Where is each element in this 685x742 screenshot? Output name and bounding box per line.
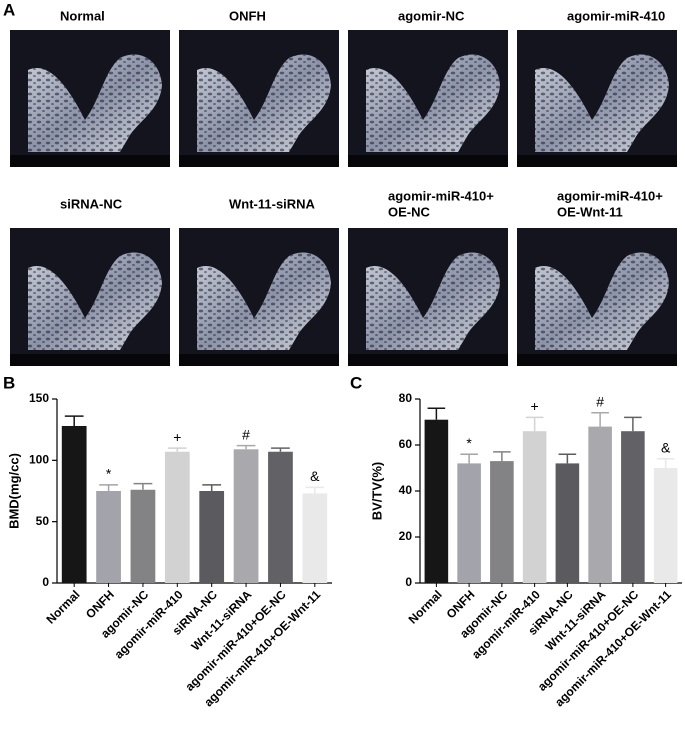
bone-texture — [366, 54, 500, 152]
y-tick-label: 80 — [399, 391, 413, 405]
image-border — [348, 155, 508, 167]
panel-label: C — [350, 373, 362, 392]
y-tick-label: 40 — [399, 483, 413, 497]
y-tick-label: 50 — [36, 514, 50, 528]
y-tick-label: 150 — [29, 391, 49, 405]
image-panel — [10, 228, 170, 366]
image-panel — [179, 30, 339, 167]
significance-mark: & — [310, 468, 320, 484]
bar — [199, 491, 225, 583]
bar — [96, 491, 121, 583]
bar — [61, 425, 87, 583]
bone-texture — [535, 54, 669, 152]
image-panel — [179, 228, 339, 366]
bone-texture — [366, 252, 500, 350]
image-label: agomir-miR-410 — [567, 8, 665, 23]
bone-texture — [535, 252, 669, 350]
panel-label: A — [3, 0, 15, 19]
bar — [302, 493, 328, 583]
bone-texture — [197, 252, 331, 350]
image-border — [10, 155, 170, 167]
bar — [621, 431, 645, 583]
x-tick-label: Normal — [406, 587, 445, 626]
bone-texture — [197, 54, 331, 152]
y-tick-label: 0 — [405, 575, 412, 589]
bar — [457, 463, 481, 583]
y-axis-title: BMD(mg/cc) — [6, 453, 21, 529]
bone-texture — [28, 252, 162, 350]
image-panel — [10, 30, 170, 167]
significance-mark: + — [173, 429, 181, 445]
image-border — [517, 354, 677, 366]
panel-label: B — [3, 373, 15, 392]
image-label: OE-NC — [388, 204, 431, 219]
image-label: ONFH — [229, 8, 266, 23]
bar — [268, 451, 293, 583]
y-tick-label: 100 — [29, 453, 49, 467]
image-label: OE-Wnt-11 — [557, 204, 623, 219]
bar — [164, 451, 190, 583]
image-label: agomir-miR-410+ — [388, 188, 494, 203]
image-label: Wnt-11-siRNA — [229, 196, 316, 211]
image-border — [179, 354, 339, 366]
image-panel — [517, 30, 677, 167]
significance-mark: # — [596, 394, 604, 410]
image-label: agomir-NC — [398, 8, 465, 23]
image-border — [517, 155, 677, 167]
bar — [653, 468, 678, 583]
bar — [588, 426, 612, 583]
image-label: agomir-miR-410+ — [557, 188, 663, 203]
image-border — [179, 155, 339, 167]
y-tick-label: 60 — [399, 437, 413, 451]
bar — [490, 461, 514, 583]
image-panel — [348, 228, 508, 366]
significance-mark: + — [531, 398, 539, 414]
image-panel — [348, 30, 508, 167]
significance-mark: * — [466, 435, 472, 451]
image-label: siRNA-NC — [60, 196, 123, 211]
y-tick-label: 0 — [42, 575, 49, 589]
significance-mark: & — [661, 440, 671, 456]
significance-mark: # — [242, 426, 250, 442]
image-border — [10, 354, 170, 366]
bar — [555, 463, 580, 583]
x-tick-label: Normal — [43, 587, 82, 626]
y-tick-label: 20 — [399, 529, 413, 543]
bar — [130, 489, 156, 583]
image-label: Normal — [60, 8, 105, 23]
bone-texture — [28, 54, 162, 152]
image-panel — [517, 228, 677, 366]
bar — [424, 419, 449, 583]
bar — [233, 449, 259, 583]
image-border — [348, 354, 508, 366]
significance-mark: * — [106, 466, 112, 482]
y-axis-title: BV/TV(%) — [369, 462, 384, 521]
bar — [522, 431, 547, 583]
